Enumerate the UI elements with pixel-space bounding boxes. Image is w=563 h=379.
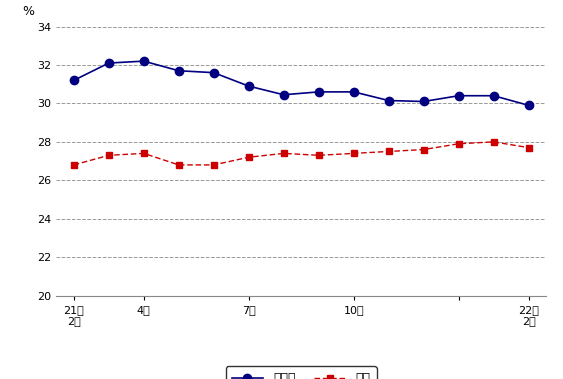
岐阜県 bbox=[140, 59, 147, 63]
岐阜県 bbox=[420, 99, 427, 104]
岐阜県 bbox=[211, 70, 217, 75]
岐阜県 bbox=[385, 98, 392, 103]
全国 bbox=[315, 153, 322, 158]
岐阜県 bbox=[280, 92, 287, 97]
全国 bbox=[245, 155, 252, 160]
全国 bbox=[211, 163, 217, 167]
岐阜県 bbox=[490, 94, 497, 98]
全国 bbox=[280, 151, 287, 156]
全国 bbox=[350, 151, 357, 156]
Line: 全国: 全国 bbox=[70, 138, 532, 168]
全国 bbox=[385, 149, 392, 154]
岐阜県 bbox=[315, 89, 322, 94]
岐阜県 bbox=[105, 61, 112, 65]
全国 bbox=[105, 153, 112, 158]
岐阜県 bbox=[455, 94, 462, 98]
全国 bbox=[70, 163, 77, 167]
全国 bbox=[490, 139, 497, 144]
岐阜県 bbox=[245, 84, 252, 88]
岐阜県 bbox=[70, 78, 77, 83]
全国 bbox=[455, 141, 462, 146]
全国 bbox=[176, 163, 182, 167]
岐阜県 bbox=[350, 89, 357, 94]
Line: 岐阜県: 岐阜県 bbox=[70, 57, 533, 110]
Text: %: % bbox=[22, 5, 34, 19]
全国 bbox=[525, 145, 532, 150]
岐阜県 bbox=[176, 69, 182, 73]
全国 bbox=[140, 151, 147, 156]
Legend: 岐阜県, 全国: 岐阜県, 全国 bbox=[226, 366, 377, 379]
全国 bbox=[420, 147, 427, 152]
岐阜県 bbox=[525, 103, 532, 108]
